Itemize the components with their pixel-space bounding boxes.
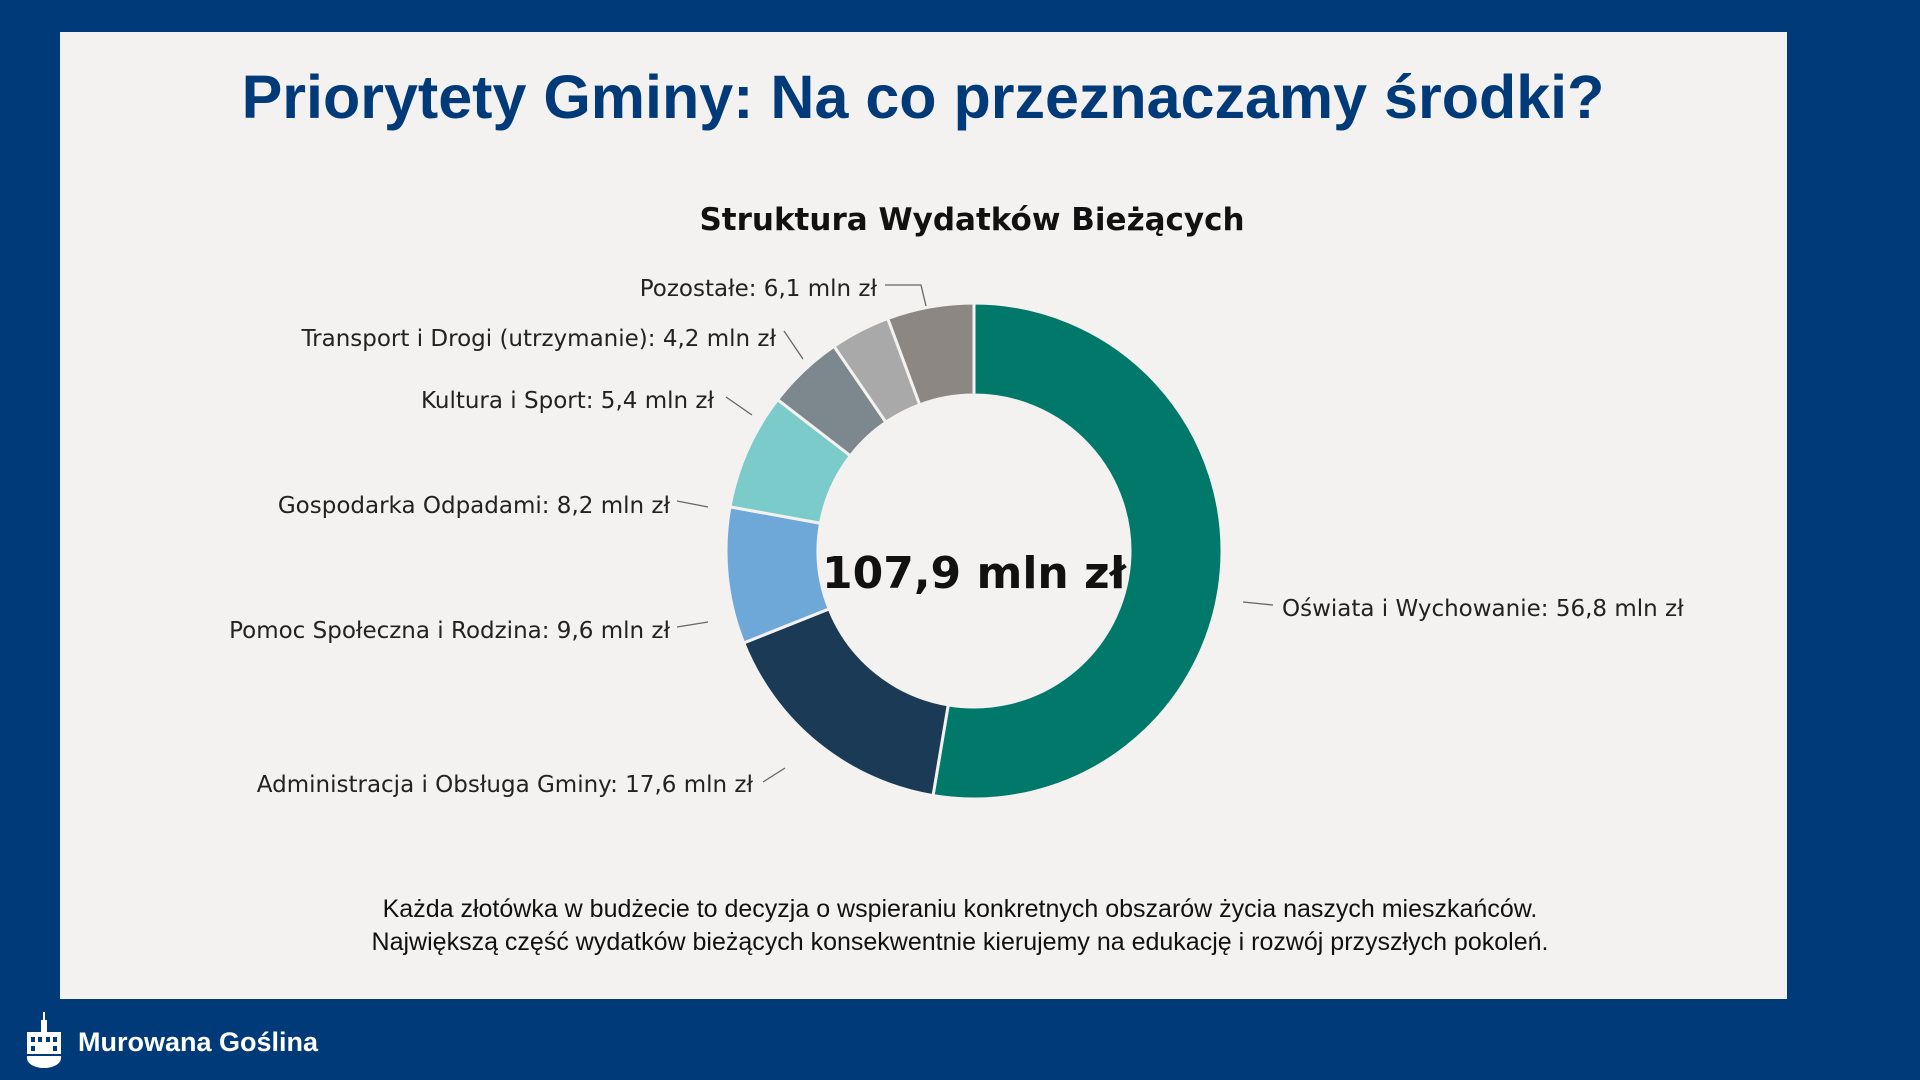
slice-label-2: Pomoc Społeczna i Rodzina: 9,6 mln zł — [229, 618, 670, 644]
slide-card — [60, 32, 1787, 999]
leader-line-3 — [676, 500, 709, 508]
donut-slice-0 — [931, 301, 1224, 801]
slice-label-1: Administracja i Obsługa Gminy: 17,6 mln … — [257, 772, 754, 798]
note-line-1: Każda złotówka w budżecie to decyzja o w… — [382, 895, 1538, 923]
leader-line-0 — [1242, 601, 1274, 606]
center-total-label: 107,9 mln zł — [822, 548, 1128, 599]
town-crest-logo — [27, 1012, 61, 1068]
slice-label-3: Gospodarka Odpadami: 8,2 mln zł — [278, 493, 671, 519]
slice-label-5: Transport i Drogi (utrzymanie): 4,2 mln … — [300, 326, 776, 352]
leader-line-6 — [885, 284, 927, 307]
donut-slice-1 — [741, 606, 950, 798]
leader-line-5 — [783, 330, 804, 360]
slice-label-4: Kultura i Sport: 5,4 mln zł — [421, 388, 715, 414]
leader-line-1 — [762, 767, 786, 783]
brand-name: Murowana Goślina — [78, 1027, 319, 1057]
chart-title: Struktura Wydatków Bieżących — [699, 202, 1244, 238]
leader-line-4 — [725, 396, 753, 416]
donut-slice-6 — [885, 301, 976, 407]
slice-label-6: Pozostałe: 6,1 mln zł — [640, 276, 878, 302]
note-line-2: Największą część wydatków bieżących kons… — [371, 928, 1549, 956]
slice-label-0: Oświata i Wychowanie: 56,8 mln zł — [1282, 596, 1684, 622]
leader-line-2 — [676, 621, 709, 628]
slide-title: Priorytety Gminy: Na co przeznaczamy śro… — [241, 63, 1605, 131]
